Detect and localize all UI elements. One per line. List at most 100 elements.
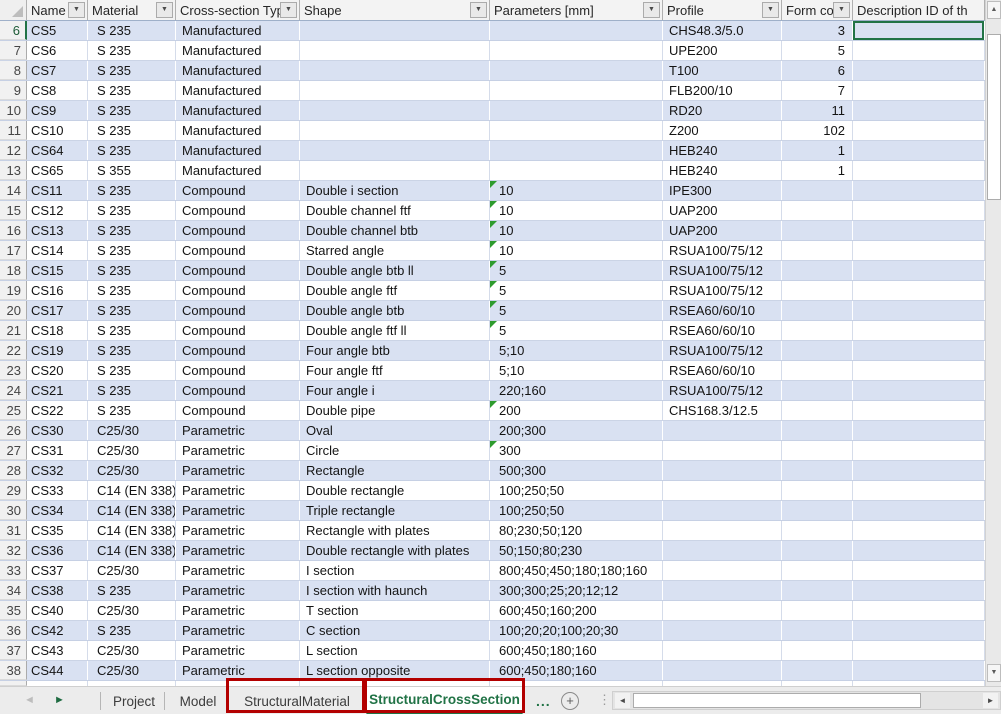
- cell-desc_id[interactable]: [853, 141, 985, 160]
- cell-form_code[interactable]: [782, 541, 853, 560]
- cell-shape[interactable]: Double channel ftf: [300, 201, 490, 220]
- cell-material[interactable]: C14 (EN 338): [88, 521, 176, 540]
- row-number[interactable]: 8: [0, 61, 27, 80]
- cell-params[interactable]: 10: [490, 201, 663, 220]
- filter-dropdown-icon[interactable]: ▼: [280, 2, 297, 18]
- cell-params[interactable]: 5: [490, 261, 663, 280]
- cell-form_code[interactable]: [782, 181, 853, 200]
- cell-profile[interactable]: UAP200: [663, 201, 782, 220]
- scroll-up-icon[interactable]: ▲: [987, 1, 1001, 19]
- row-number[interactable]: 12: [0, 141, 27, 160]
- cell-form_code[interactable]: [782, 481, 853, 500]
- cell-cs_type[interactable]: Compound: [176, 321, 300, 340]
- cell-params[interactable]: 5;10: [490, 361, 663, 380]
- horizontal-scrollbar[interactable]: ◄ ►: [612, 691, 1001, 710]
- column-header-shape[interactable]: Shape ▼: [300, 0, 490, 20]
- cell-name[interactable]: CS21: [27, 381, 88, 400]
- row-number[interactable]: 27: [0, 441, 27, 460]
- cell-name[interactable]: CS33: [27, 481, 88, 500]
- cell-cs_type[interactable]: Parametric: [176, 441, 300, 460]
- cell-shape[interactable]: Double angle ftf: [300, 281, 490, 300]
- scroll-right-icon[interactable]: ►: [983, 693, 998, 708]
- cell-desc_id[interactable]: [853, 421, 985, 440]
- cell-desc_id[interactable]: [853, 401, 985, 420]
- filter-dropdown-icon[interactable]: ▼: [68, 2, 85, 18]
- cell-form_code[interactable]: [782, 581, 853, 600]
- cell-profile[interactable]: CHS48.3/5.0: [663, 21, 782, 40]
- cell-shape[interactable]: Double rectangle: [300, 481, 490, 500]
- cell-desc_id[interactable]: [853, 41, 985, 60]
- cell-material[interactable]: S 235: [88, 221, 176, 240]
- cell-profile[interactable]: [663, 561, 782, 580]
- cell-form_code[interactable]: 1: [782, 141, 853, 160]
- cell-profile[interactable]: RSEA60/60/10: [663, 361, 782, 380]
- cell-desc_id[interactable]: [853, 541, 985, 560]
- cell-cs_type[interactable]: Compound: [176, 241, 300, 260]
- cell-desc_id[interactable]: [853, 321, 985, 340]
- cell-cs_type[interactable]: Parametric: [176, 661, 300, 680]
- cell-shape[interactable]: Oval: [300, 421, 490, 440]
- cell-material[interactable]: C25/30: [88, 661, 176, 680]
- cell-name[interactable]: CS65: [27, 161, 88, 180]
- row-number[interactable]: 31: [0, 521, 27, 540]
- cell-material[interactable]: S 355: [88, 161, 176, 180]
- cell-form_code[interactable]: 11: [782, 101, 853, 120]
- row-number[interactable]: 21: [0, 321, 27, 340]
- row-number[interactable]: 29: [0, 481, 27, 500]
- row-number[interactable]: 13: [0, 161, 27, 180]
- cell-name[interactable]: CS38: [27, 581, 88, 600]
- cell-desc_id[interactable]: [853, 181, 985, 200]
- row-number[interactable]: 7: [0, 41, 27, 60]
- cell-shape[interactable]: I section: [300, 561, 490, 580]
- cell-material[interactable]: S 235: [88, 301, 176, 320]
- cell-params[interactable]: [490, 21, 663, 40]
- cell-profile[interactable]: RD20: [663, 101, 782, 120]
- cell-shape[interactable]: Rectangle: [300, 461, 490, 480]
- row-number[interactable]: 34: [0, 581, 27, 600]
- cell-profile[interactable]: Z200: [663, 121, 782, 140]
- cell-name[interactable]: CS20: [27, 361, 88, 380]
- cell-shape[interactable]: [300, 101, 490, 120]
- cell-name[interactable]: CS19: [27, 341, 88, 360]
- cell-params[interactable]: [490, 41, 663, 60]
- cell-params[interactable]: 100;250;50: [490, 481, 663, 500]
- column-header-material[interactable]: Material ▼: [88, 0, 176, 20]
- cell-shape[interactable]: Four angle i: [300, 381, 490, 400]
- cell-material[interactable]: S 235: [88, 41, 176, 60]
- cell-name[interactable]: CS43: [27, 641, 88, 660]
- sheet-tab-structuralmaterial[interactable]: StructuralMaterial: [244, 693, 350, 709]
- row-number[interactable]: 33: [0, 561, 27, 580]
- cell-profile[interactable]: FLB200/10: [663, 81, 782, 100]
- row-number[interactable]: 36: [0, 621, 27, 640]
- cell-shape[interactable]: T section: [300, 601, 490, 620]
- cell-cs_type[interactable]: Compound: [176, 221, 300, 240]
- sheet-tab-structuralcrosssection[interactable]: StructuralCrossSection: [366, 687, 523, 714]
- cell-desc_id[interactable]: [853, 241, 985, 260]
- cell-shape[interactable]: Double pipe: [300, 401, 490, 420]
- vertical-scroll-thumb[interactable]: [987, 34, 1001, 200]
- cell-material[interactable]: C14 (EN 338): [88, 541, 176, 560]
- cell-params[interactable]: 5;10: [490, 341, 663, 360]
- cell-params[interactable]: 10: [490, 221, 663, 240]
- column-header-cs_type[interactable]: Cross-section Typ ▼: [176, 0, 300, 20]
- cell-params[interactable]: 600;450;160;200: [490, 601, 663, 620]
- cell-name[interactable]: CS40: [27, 601, 88, 620]
- cell-cs_type[interactable]: Manufactured: [176, 41, 300, 60]
- cell-name[interactable]: CS22: [27, 401, 88, 420]
- cell-desc_id[interactable]: [853, 21, 985, 40]
- row-number[interactable]: 20: [0, 301, 27, 320]
- cell-profile[interactable]: UPE200: [663, 41, 782, 60]
- cell-form_code[interactable]: [782, 601, 853, 620]
- sheet-tab-model[interactable]: Model: [179, 693, 217, 709]
- row-number[interactable]: 9: [0, 81, 27, 100]
- cell-desc_id[interactable]: [853, 201, 985, 220]
- cell-cs_type[interactable]: Compound: [176, 181, 300, 200]
- cell-form_code[interactable]: [782, 241, 853, 260]
- cell-name[interactable]: CS14: [27, 241, 88, 260]
- column-header-profile[interactable]: Profile ▼: [663, 0, 782, 20]
- cell-shape[interactable]: [300, 141, 490, 160]
- cell-material[interactable]: S 235: [88, 341, 176, 360]
- cell-material[interactable]: C25/30: [88, 421, 176, 440]
- cell-cs_type[interactable]: Parametric: [176, 581, 300, 600]
- cell-profile[interactable]: IPE300: [663, 181, 782, 200]
